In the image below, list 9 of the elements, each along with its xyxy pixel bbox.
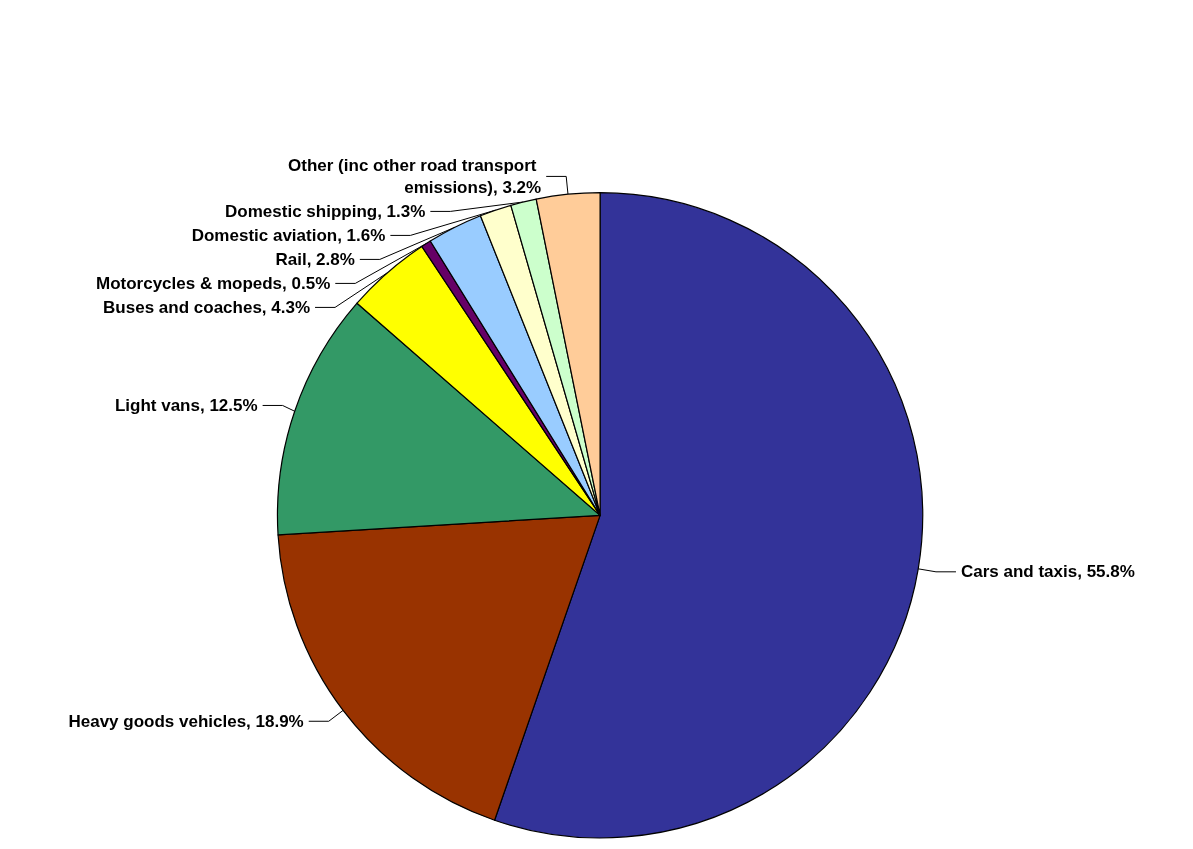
slice-label: Heavy goods vehicles, 18.9% (68, 711, 304, 731)
slice-label: Domestic shipping, 1.3% (225, 201, 426, 221)
slice-label: Cars and taxis, 55.8% (960, 562, 1135, 582)
slice-label: Domestic aviation, 1.6% (191, 225, 386, 245)
slice-label: Light vans, 12.5% (114, 395, 258, 415)
slice-label: Rail, 2.8% (275, 249, 355, 269)
slice-label: Buses and coaches, 4.3% (103, 297, 311, 317)
slice-label: Other (inc other road transport emissions), 3.2% (288, 155, 542, 197)
slice-label: Motorcycles & mopeds, 0.5% (95, 273, 331, 293)
